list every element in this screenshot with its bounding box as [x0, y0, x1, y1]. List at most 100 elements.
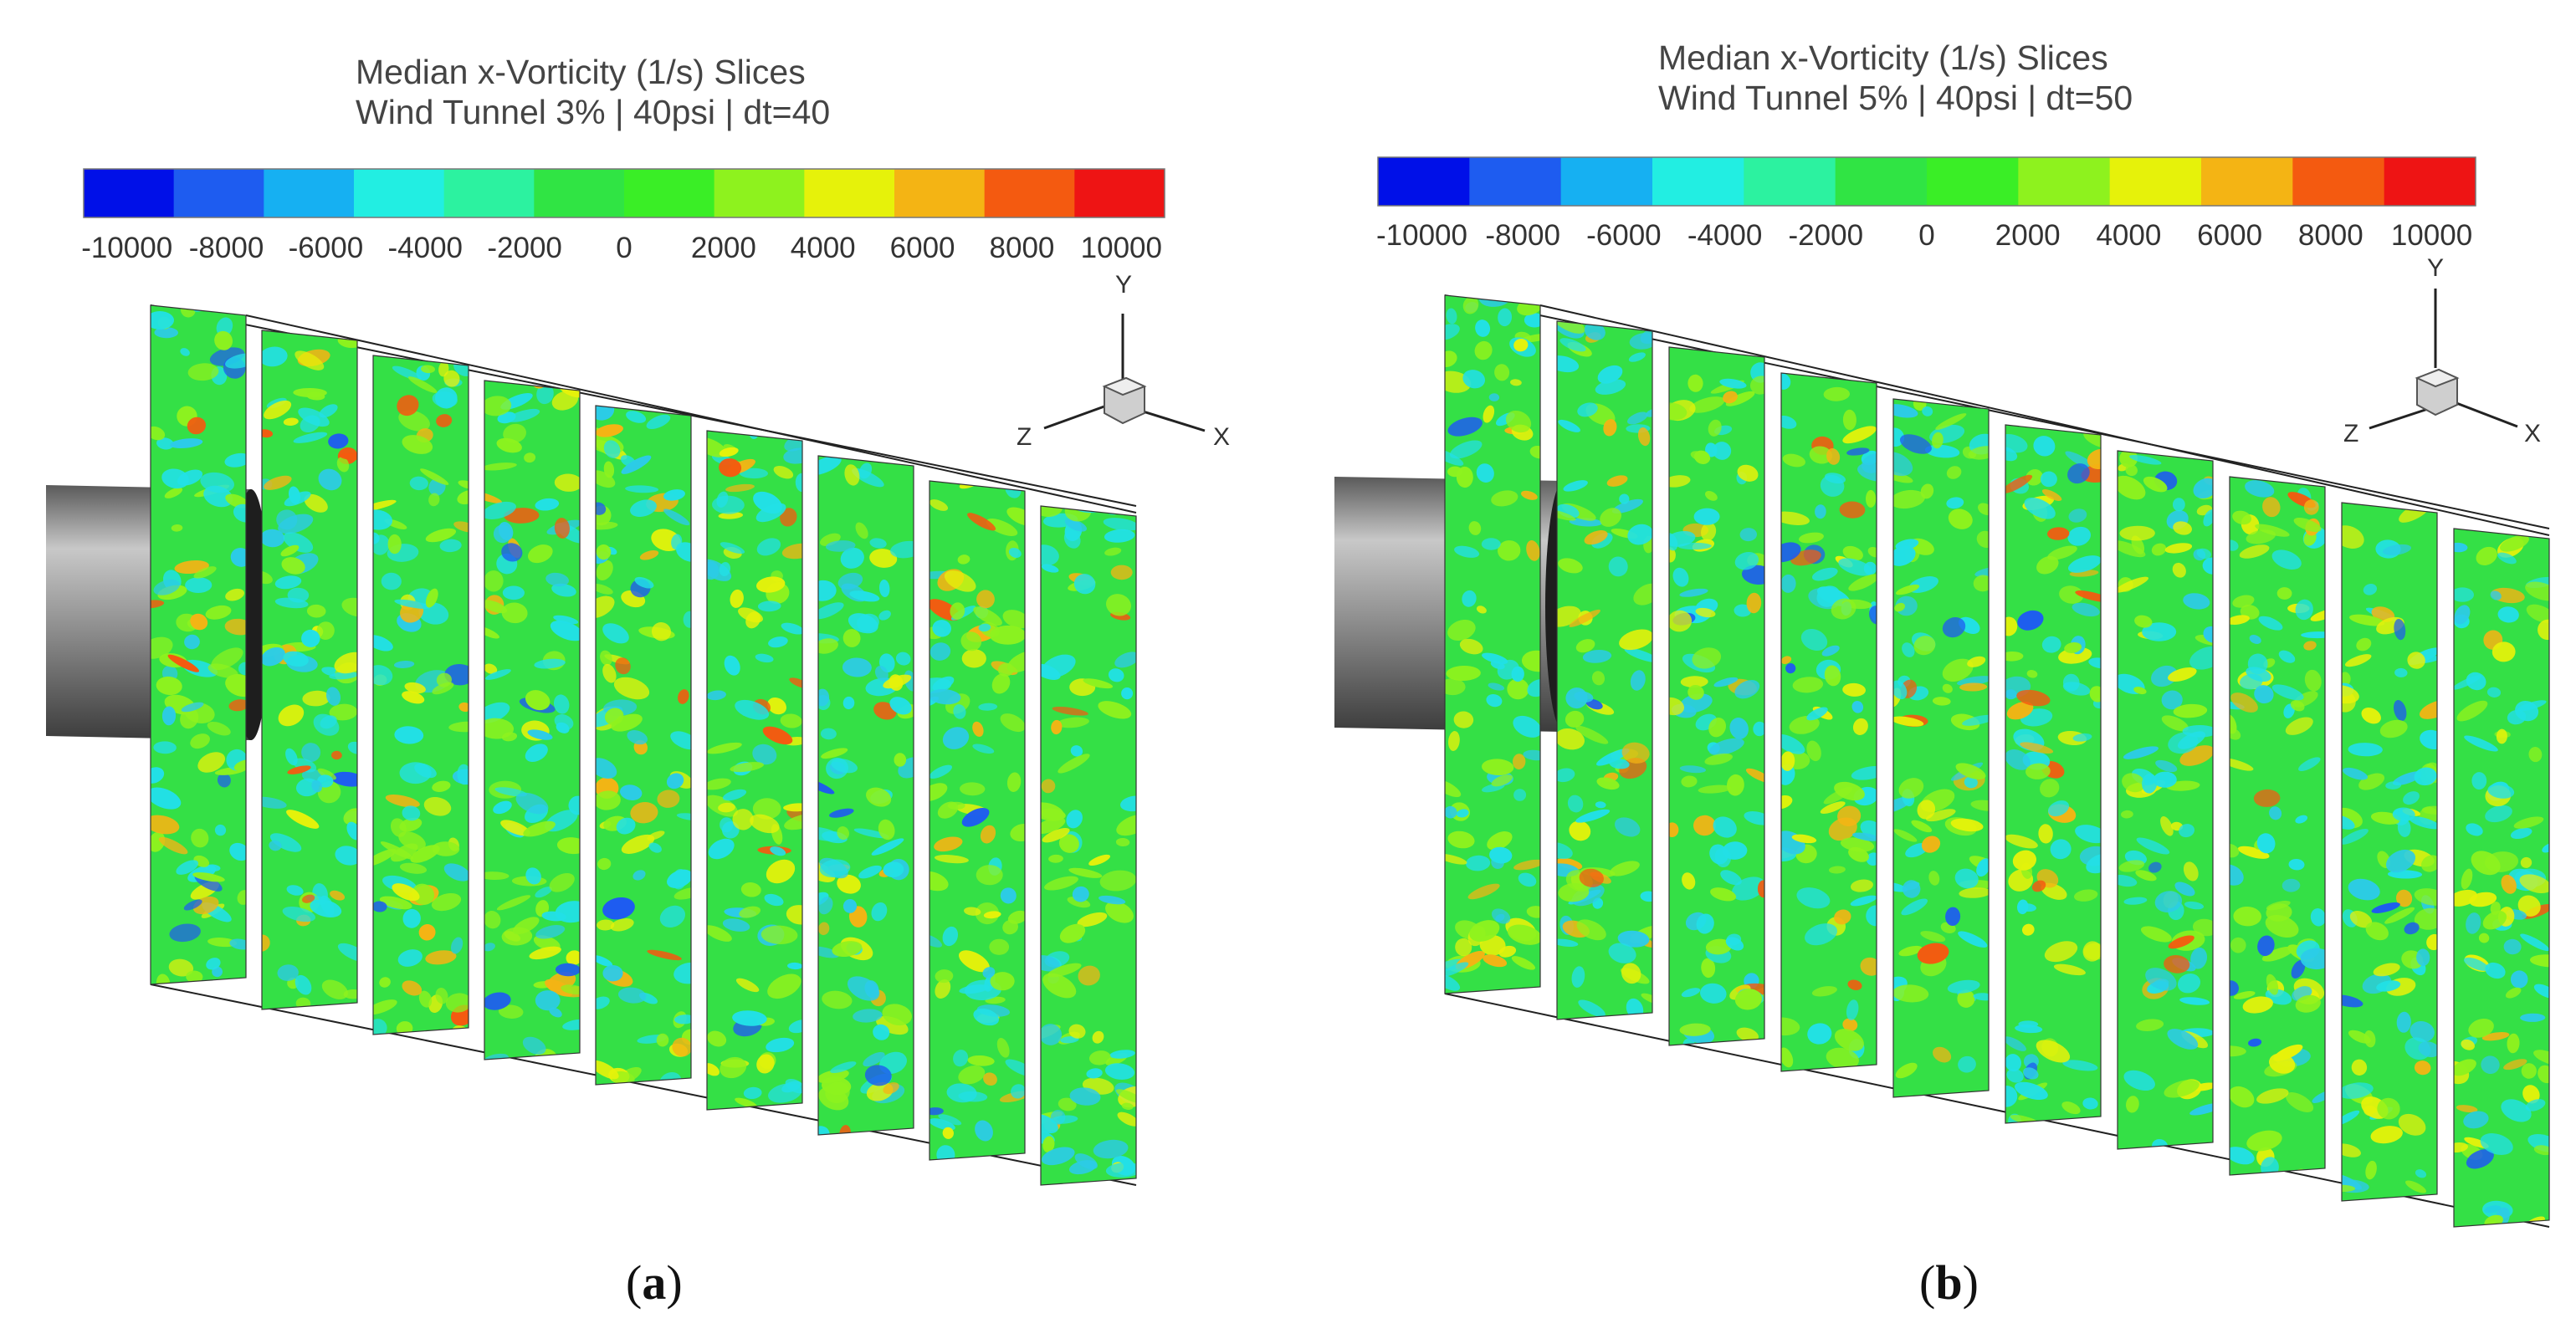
colorbar-segment: [354, 169, 445, 217]
colorbar-segment: [173, 169, 264, 217]
slice-contours: [596, 406, 691, 1085]
slice-background: [1669, 347, 1764, 1045]
colorbar-segment: [2018, 157, 2111, 206]
slice-contours: [707, 431, 802, 1108]
colorbar-tick-label: 8000: [2298, 219, 2363, 252]
slice-contours: [373, 359, 469, 1035]
colorbar-segment: [1652, 157, 1744, 206]
colorbar-tick-label: 2000: [1995, 219, 2061, 252]
colorbar-tick-label: -6000: [289, 232, 364, 264]
axis-label-y: Y: [2427, 254, 2444, 282]
colorbar-tick-label: 0: [1918, 219, 1934, 252]
slice-contours: [2342, 503, 2437, 1193]
colorbar-segment: [264, 169, 355, 217]
colorbar-segment: [894, 169, 986, 217]
axis-label-z: Z: [2343, 420, 2358, 447]
slice-contours: [1669, 362, 1764, 1045]
slice-contours: [151, 305, 246, 984]
colorbar-segment: [2384, 157, 2476, 206]
colorbar-tick-label: -10000: [1376, 219, 1467, 252]
panel-a: Median x-Vorticity (1/s) Slices Wind Tun…: [46, 52, 1230, 1310]
slice-contours: [1893, 399, 1989, 1079]
figure-canvas: -10000 -8000 -6000 -4000 -2000 0 2000 4000 6000 8…: [46, 168, 1230, 1186]
colorbar-tick-label: 4000: [791, 232, 856, 264]
title-line-2: Wind Tunnel 5% | 40psi | dt=50: [1658, 79, 2133, 117]
colorbar: [1377, 156, 2476, 207]
colorbar-tick-label: 4000: [2096, 219, 2161, 252]
axis-label-x: X: [1213, 423, 1230, 451]
colorbar: [83, 168, 1165, 218]
colorbar-tick-label: 8000: [990, 232, 1055, 264]
colorbar-segment: [714, 169, 805, 217]
vorticity-slice: [1780, 372, 1877, 1072]
colorbar-tick-label: -8000: [189, 232, 264, 264]
colorbar-segment: [1835, 157, 1928, 206]
slice-contours: [2005, 427, 2101, 1123]
vorticity-slice: [484, 380, 581, 1060]
colorbar-tick-label: 10000: [2391, 219, 2472, 252]
frame-edge: [1539, 304, 2550, 536]
colorbar-ticks: -10000 -8000 -6000 -4000 -2000 0 2000 4000 6000 8…: [1376, 219, 2472, 252]
colorbar-tick-label: -6000: [1586, 219, 1662, 252]
slice-contours: [2230, 480, 2325, 1175]
colorbar-tick-label: -10000: [81, 232, 172, 264]
vorticity-slice: [2453, 528, 2550, 1228]
panel-caption: (a): [626, 1255, 683, 1310]
figure-canvas: -10000 -8000 -6000 -4000 -2000 0 2000 4000 6000 8…: [1334, 156, 2550, 1228]
title-line-1: Median x-Vorticity (1/s) Slices: [1658, 38, 2108, 77]
vorticity-slice: [929, 480, 1026, 1161]
colorbar-tick-label: 6000: [890, 232, 955, 264]
colorbar-tick-label: -4000: [1687, 219, 1763, 252]
colorbar-segment: [2292, 157, 2385, 206]
colorbar-tick-label: 2000: [691, 232, 756, 264]
colorbar-segment: [624, 169, 715, 217]
panel-b: Median x-Vorticity (1/s) Slices Wind Tun…: [1288, 0, 2575, 1344]
vorticity-slice: [1892, 398, 1990, 1098]
slice-background: [818, 456, 914, 1135]
slice-contours: [1557, 321, 1652, 1019]
vorticity-slice: [2341, 502, 2438, 1202]
frame-edge: [245, 314, 1137, 514]
slice-background: [1893, 399, 1989, 1097]
slices: [1444, 294, 2550, 1228]
vorticity-slice: [1444, 294, 1541, 994]
colorbar-segment: [1469, 157, 1562, 206]
colorbar-outline: [1377, 156, 2476, 207]
vorticity-slice: [372, 355, 469, 1035]
colorbar-tick-label: 0: [616, 232, 632, 264]
slice-contours: [2454, 534, 2549, 1227]
title-line-1: Median x-Vorticity (1/s) Slices: [356, 53, 806, 91]
title-line-2: Wind Tunnel 3% | 40psi | dt=40: [356, 93, 831, 131]
slice-background: [1557, 321, 1652, 1019]
colorbar-tick-label: -2000: [1789, 219, 1864, 252]
vorticity-slice: [706, 430, 803, 1111]
vorticity-slice: [1556, 320, 1653, 1020]
colorbar-tick-label: 10000: [1081, 232, 1162, 264]
colorbar-segment: [804, 169, 895, 217]
vorticity-slice: [1040, 505, 1137, 1186]
colorbar-outline: [83, 168, 1165, 218]
colorbar-tick-label: -4000: [388, 232, 463, 264]
colorbar-segment: [2109, 157, 2202, 206]
colorbar-tick-label: -8000: [1485, 219, 1560, 252]
colorbar-segment: [2201, 157, 2293, 206]
vorticity-slice: [2005, 424, 2102, 1124]
slice-contours: [930, 481, 1025, 1160]
axis-triad: Y Z X: [1017, 271, 1230, 451]
slices: [150, 304, 1137, 1186]
colorbar-tick-label: 6000: [2197, 219, 2262, 252]
colorbar-segment: [534, 169, 625, 217]
chart-title: Median x-Vorticity (1/s) Slices Wind Tun…: [356, 52, 830, 132]
panel-caption: (b): [1919, 1255, 1979, 1310]
caption-letter: a: [642, 1255, 667, 1310]
colorbar-segment: [984, 169, 1075, 217]
vorticity-slice: [2229, 476, 2326, 1176]
colorbar-segment: [1378, 157, 1470, 206]
axis-label-y: Y: [1115, 271, 1132, 299]
colorbar-segment: [1927, 157, 2019, 206]
colorbar-segment: [84, 169, 175, 217]
slice-contours: [1041, 506, 1136, 1178]
vorticity-slice: [1668, 346, 1765, 1046]
colorbar-segment: [443, 169, 535, 217]
colorbar-segment: [1074, 169, 1165, 217]
